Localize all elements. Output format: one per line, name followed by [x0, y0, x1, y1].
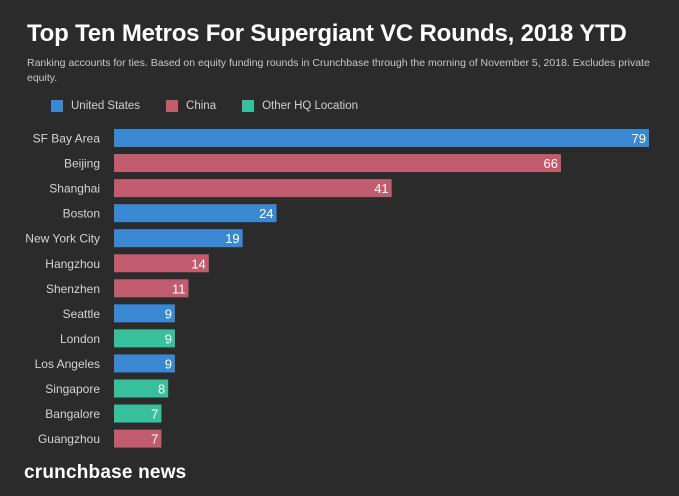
bar — [114, 229, 243, 248]
data-label: 19 — [225, 231, 239, 246]
bar — [114, 354, 175, 373]
category-label: Hangzhou — [45, 257, 100, 271]
bar — [114, 129, 649, 147]
bar — [114, 329, 175, 348]
category-label: Seattle — [63, 307, 101, 321]
data-label: 79 — [632, 131, 646, 146]
category-label: Shanghai — [49, 182, 100, 196]
bar — [114, 154, 561, 173]
legend-item-other: Other HQ Location — [242, 100, 358, 112]
bar — [114, 279, 189, 298]
category-label: SF Bay Area — [33, 132, 101, 146]
chart-title: Top Ten Metros For Supergiant VC Rounds,… — [27, 20, 627, 47]
data-label: 11 — [172, 281, 186, 296]
data-label: 9 — [165, 306, 172, 321]
category-label: Singapore — [45, 382, 100, 396]
bar — [114, 429, 162, 448]
legend-item-united-states: United States — [51, 100, 140, 112]
category-label: Bangalore — [45, 407, 100, 421]
data-label: 41 — [374, 181, 388, 196]
legend-item-china: China — [166, 100, 216, 112]
data-label: 9 — [165, 356, 172, 371]
category-label: Shenzhen — [46, 282, 100, 296]
chart-subtitle: Ranking accounts for ties. Based on equi… — [27, 57, 650, 84]
bar — [114, 404, 162, 423]
category-label: Boston — [63, 207, 100, 221]
category-label: New York City — [25, 232, 100, 246]
bar — [114, 379, 169, 398]
category-label: London — [60, 332, 100, 346]
legend-label: United States — [71, 100, 141, 112]
legend: United States China Other HQ Location — [51, 100, 384, 112]
legend-label: Other HQ Location — [262, 100, 358, 112]
category-label: Guangzhou — [38, 432, 100, 446]
data-label: 66 — [543, 156, 557, 171]
bar — [114, 204, 277, 223]
data-label: 9 — [165, 331, 172, 346]
data-label: 14 — [191, 256, 205, 271]
data-label: 7 — [151, 432, 158, 447]
legend-swatch — [166, 100, 179, 112]
data-label: 7 — [151, 407, 158, 422]
legend-swatch — [242, 100, 255, 112]
bar — [114, 254, 209, 273]
legend-label: China — [186, 100, 217, 112]
legend-swatch — [51, 100, 63, 112]
bar — [114, 179, 392, 198]
data-label: 24 — [259, 206, 273, 221]
category-label: Beijing — [64, 157, 100, 171]
data-label: 8 — [158, 382, 165, 397]
bar — [114, 304, 175, 323]
crunchbase-news-logo: crunchbase news — [24, 462, 187, 483]
category-label: Los Angeles — [35, 357, 100, 371]
